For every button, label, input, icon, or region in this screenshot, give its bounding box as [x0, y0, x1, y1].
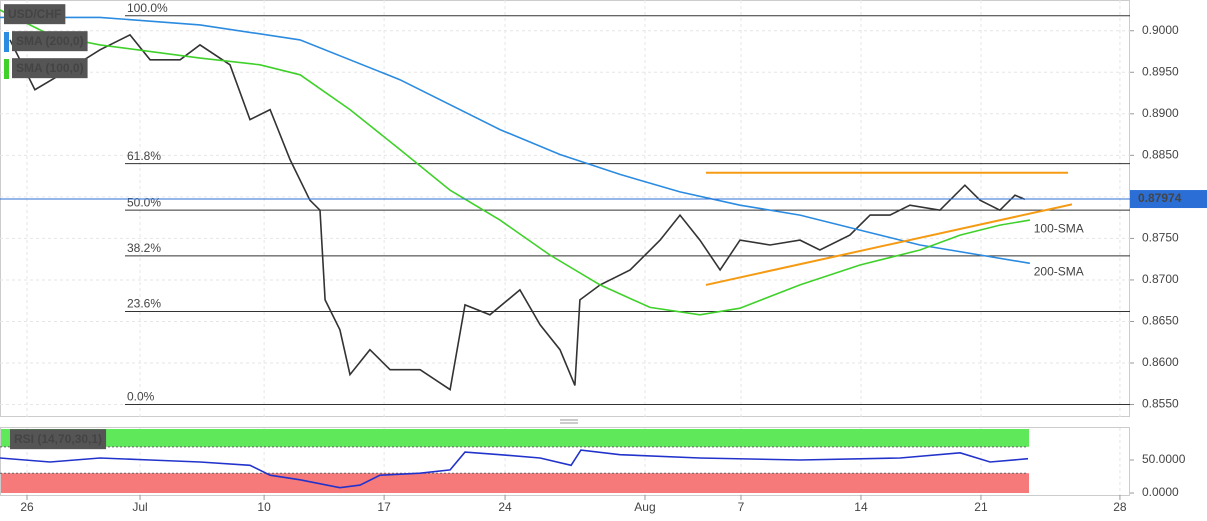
x-tick-label: Aug — [634, 500, 655, 514]
y-tick-label: 0.8950 — [1142, 64, 1179, 78]
y-tick-label: 0.8750 — [1142, 231, 1179, 245]
overbought-zone — [1, 429, 1029, 447]
legend-label: SMA (200,0) — [16, 34, 84, 48]
fib-label: 100.0% — [127, 1, 168, 15]
y-tick-label: 0.8650 — [1142, 314, 1179, 328]
x-tick-label: 10 — [257, 500, 271, 514]
y-tick-label: 0.8550 — [1142, 397, 1179, 411]
y-tick-label: 0.8900 — [1142, 106, 1179, 120]
annotation: 100-SMA — [1034, 221, 1084, 235]
trendline — [705, 203, 1073, 286]
x-tick-label: 24 — [498, 500, 512, 514]
y-tick-label: 0.9000 — [1142, 23, 1179, 37]
last-price-box — [1130, 190, 1207, 209]
fib-label: 61.8% — [127, 149, 161, 163]
y-tick-label: 0.8700 — [1142, 272, 1179, 286]
label-box — [4, 4, 66, 25]
label-box — [10, 429, 107, 450]
fib-label: 38.2% — [127, 241, 161, 255]
last-price-label: 0.87974 — [1138, 191, 1182, 205]
label-box — [12, 31, 88, 52]
series-line — [0, 449, 1029, 489]
label-box — [12, 58, 88, 79]
chart-title: RSI (14,70,30,1) — [14, 432, 102, 446]
y-tick-label: 0.0000 — [1142, 485, 1179, 499]
annotation: 200-SMA — [1034, 265, 1084, 279]
price-panel — [0, 0, 1130, 417]
oversold-zone — [1, 473, 1029, 494]
x-tick-label: 26 — [20, 500, 34, 514]
legend-swatch — [4, 59, 9, 79]
series-line — [0, 9, 1031, 316]
legend-label: SMA (100,0) — [16, 61, 84, 75]
fib-label: 23.6% — [127, 297, 161, 311]
y-tick-label: 50.0000 — [1142, 452, 1186, 466]
series-line — [0, 16, 1031, 265]
legend-swatch — [4, 32, 9, 52]
x-tick-label: Jul — [132, 500, 147, 514]
x-tick-label: 21 — [974, 500, 988, 514]
fib-label: 0.0% — [127, 390, 155, 404]
fib-label: 50.0% — [127, 195, 161, 209]
x-tick-label: 28 — [1113, 500, 1127, 514]
y-tick-label: 0.8850 — [1142, 148, 1179, 162]
x-tick-label: 7 — [738, 500, 745, 514]
y-tick-label: 0.8600 — [1142, 355, 1179, 369]
x-tick-label: 17 — [377, 500, 391, 514]
rsi-panel — [0, 427, 1130, 496]
x-tick-label: 14 — [854, 500, 868, 514]
chart-title: USD/CHF — [8, 7, 61, 21]
